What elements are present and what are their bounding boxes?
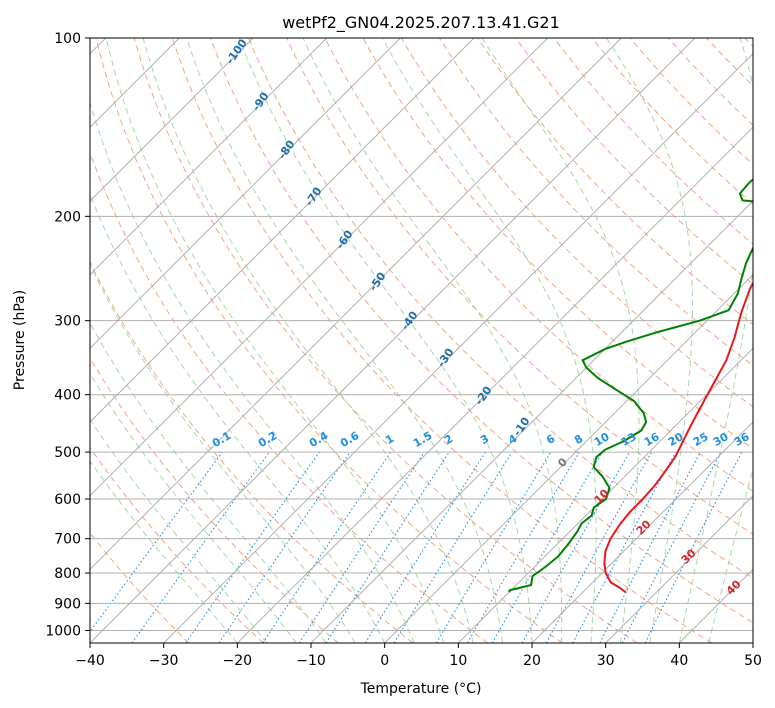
moist-adiabat-line xyxy=(90,372,297,643)
moist-adiabat-line xyxy=(105,38,445,643)
y-tick-label: 100 xyxy=(54,31,81,47)
moist-adiabat-line xyxy=(381,38,597,643)
x-tick-label: 0 xyxy=(380,653,389,669)
isotherms xyxy=(90,38,753,643)
y-tick-label: 200 xyxy=(54,209,81,225)
y-tick-label: 700 xyxy=(54,532,81,548)
x-tick-label: −10 xyxy=(296,653,326,669)
isotherm-line xyxy=(457,347,753,643)
plot-area: -100-90-80-70-60-50-40-30-20-10010203040… xyxy=(90,38,753,643)
isotherm-line xyxy=(310,200,753,643)
dry-adiabat-line xyxy=(324,38,753,492)
y-tick-label: 900 xyxy=(54,596,81,612)
isotherm-line xyxy=(90,38,549,497)
moist-adiabat-line xyxy=(90,322,327,643)
moist-adiabat-line xyxy=(90,193,386,643)
dry-adiabat-line xyxy=(362,38,753,450)
moist-adiabat-line xyxy=(605,38,693,643)
y-axis-ticks: 100 200 300 400 500 600 700 800 900 1000 xyxy=(45,31,90,639)
profile-series xyxy=(508,178,753,593)
moist-adiabat-line xyxy=(90,100,415,643)
dry-adiabat-line xyxy=(438,38,753,367)
moist-adiabat-line xyxy=(238,38,533,643)
x-tick-label: −30 xyxy=(149,653,179,669)
x-axis-label: Temperature (°C) xyxy=(360,681,482,697)
mixing-ratio-line xyxy=(131,451,270,643)
dry-adiabat-line xyxy=(90,357,339,643)
dry-adiabat-line xyxy=(90,151,488,643)
y-tick-label: 500 xyxy=(54,445,81,461)
moist-adiabat-line xyxy=(678,38,753,643)
mixing-ratio-line xyxy=(262,451,392,643)
mixing-ratio-line xyxy=(644,451,743,643)
mixing-ratio-lines xyxy=(90,451,743,643)
x-tick-label: −40 xyxy=(75,653,105,669)
y-tick-label: 800 xyxy=(54,566,81,582)
plot-frame xyxy=(89,37,754,644)
y-tick-label: 1000 xyxy=(45,623,81,639)
isotherm-line xyxy=(90,38,696,643)
temperature-line xyxy=(603,281,753,593)
x-tick-label: 50 xyxy=(744,653,762,669)
mixing-ratio-line xyxy=(218,451,351,643)
mixing-ratio-line xyxy=(521,451,630,643)
moist-adiabat-line xyxy=(708,466,753,643)
mixing-ratio-line xyxy=(393,451,513,643)
isotherm-line xyxy=(90,38,622,571)
isotherm-line xyxy=(531,421,753,643)
isotherm-line xyxy=(90,38,401,350)
dry-adiabat-line xyxy=(400,38,753,408)
y-axis-label: Pressure (hPa) xyxy=(12,290,28,390)
mixing-ratio-line xyxy=(572,451,677,643)
dewpoint-line xyxy=(508,178,753,593)
dry-adiabat-line xyxy=(286,38,753,535)
moist-adiabat-line xyxy=(90,263,356,643)
x-tick-label: 10 xyxy=(449,653,467,669)
x-tick-label: 20 xyxy=(523,653,541,669)
isotherm-line xyxy=(90,38,254,202)
x-tick-label: 40 xyxy=(670,653,688,669)
dry-adiabat-line xyxy=(95,38,563,643)
y-tick-label: 600 xyxy=(54,492,81,508)
moist-adiabat-line xyxy=(90,418,268,643)
y-tick-label: 300 xyxy=(54,314,81,330)
x-tick-label: 30 xyxy=(597,653,615,669)
dry-adiabat-line xyxy=(171,38,712,643)
mixing-ratio-line xyxy=(298,451,425,643)
x-axis-ticks: −40 −30 −20 −10 0 10 20 30 40 50 xyxy=(75,643,762,669)
moist-adiabat-line xyxy=(481,38,640,643)
moist-adiabat-line xyxy=(90,460,238,643)
isotherm-line xyxy=(384,273,753,643)
mixing-ratio-line xyxy=(90,451,223,633)
isotherm-line xyxy=(90,38,328,276)
y-tick-label: 400 xyxy=(54,388,81,404)
isobars xyxy=(90,38,753,631)
dry-adiabat-line xyxy=(133,38,638,643)
dry-adiabat-line xyxy=(248,38,753,579)
isotherm-line xyxy=(605,494,753,643)
mixing-ratio-line xyxy=(325,451,450,643)
isotherm-line xyxy=(236,126,753,643)
isotherm-line xyxy=(90,38,475,423)
dry-adiabat-line xyxy=(209,38,753,624)
chart-title: wetPf2_GN04.2025.207.13.41.G21 xyxy=(282,13,560,33)
moist-adiabat-line xyxy=(302,38,563,643)
mixing-ratio-line xyxy=(185,451,320,643)
mixing-ratio-line xyxy=(545,451,653,643)
isotherm-line xyxy=(163,52,753,643)
moist-adiabat-line xyxy=(186,38,503,643)
x-tick-label: −20 xyxy=(223,653,253,669)
dry-adiabat-line xyxy=(90,446,264,643)
